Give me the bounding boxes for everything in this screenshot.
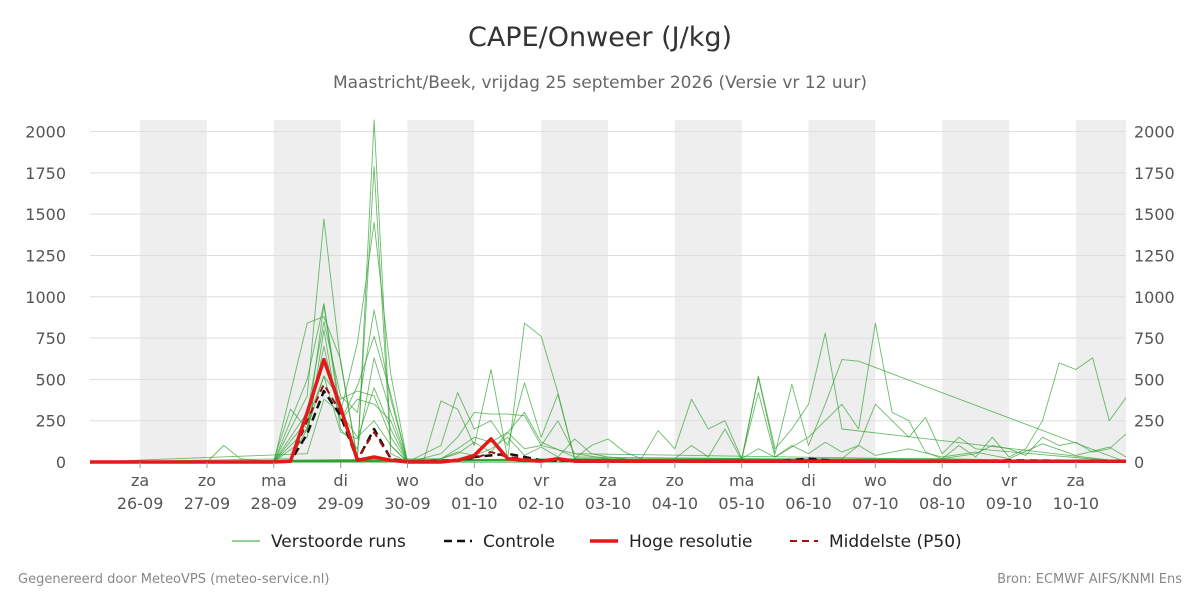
y-tick-left-2000: 2000 [25, 123, 66, 142]
chart-title: CAPE/Onweer (J/kg) [467, 22, 732, 53]
ensemble-run-14 [89, 322, 1127, 463]
ensemble-run-16 [89, 357, 1127, 463]
series-median [90, 383, 1127, 463]
y-tick-right-0: 0 [1134, 453, 1144, 472]
x-tick-day-0: za [131, 471, 149, 490]
series-hires [90, 357, 1126, 464]
y-tick-left-250: 250 [35, 412, 66, 431]
x-tick-date-6: 02-10 [518, 494, 565, 513]
x-tick-day-11: wo [864, 471, 887, 490]
x-axis-ticks: za 26-09 zo 27-09 ma 28-09 di 29-09 wo 30-09 do 01-… [117, 462, 1099, 513]
ensemble-run-10 [90, 411, 1127, 463]
ensemble-run-12 [89, 332, 1127, 463]
x-tick-date-1: 27-09 [184, 494, 231, 513]
shaded-day-1 [273, 120, 341, 462]
shaded-day-0 [140, 120, 207, 462]
x-tick-day-4: wo [396, 471, 419, 490]
x-tick-date-7: 03-10 [585, 494, 632, 513]
shaded-day-7 [1075, 120, 1126, 462]
x-tick-date-3: 29-09 [317, 494, 364, 513]
x-tick-day-9: ma [729, 471, 754, 490]
y-tick-left-750: 750 [35, 329, 66, 348]
y-tick-right-1250: 1250 [1134, 246, 1175, 265]
x-tick-date-13: 09-10 [986, 494, 1033, 513]
ensemble-run-15 [89, 403, 1127, 463]
legend-label-median: Middelste (P50) [829, 532, 962, 552]
ensemble-runs [89, 119, 1127, 463]
x-tick-day-3: di [333, 471, 348, 490]
y-tick-right-750: 750 [1134, 329, 1165, 348]
y-tick-left-1500: 1500 [25, 205, 66, 224]
x-tick-date-5: 01-10 [451, 494, 498, 513]
ensemble-run-17 [89, 433, 1127, 463]
x-tick-date-4: 30-09 [384, 494, 431, 513]
y-tick-left-0: 0 [56, 453, 66, 472]
x-tick-date-14: 10-10 [1053, 494, 1100, 513]
legend: Verstoorde runs Controle Hoge resolutie Mid… [232, 532, 962, 552]
y-tick-right-500: 500 [1134, 370, 1165, 389]
y-tick-right-2000: 2000 [1134, 123, 1175, 142]
x-tick-date-9: 05-10 [718, 494, 765, 513]
ensemble-run-2 [90, 221, 1126, 463]
main-series [90, 357, 1127, 464]
legend-label-hires: Hoge resolutie [629, 532, 753, 552]
y-tick-right-250: 250 [1134, 412, 1165, 431]
y-tick-right-1500: 1500 [1134, 205, 1175, 224]
shaded-day-4 [674, 120, 742, 462]
ensemble-run-13 [89, 359, 1127, 463]
ensemble-run-19 [89, 375, 1126, 463]
x-tick-day-6: vr [533, 471, 549, 490]
chart-subtitle: Maastricht/Beek, vrijdag 25 september 20… [332, 73, 867, 93]
ensemble-run-7 [90, 304, 1126, 463]
ensemble-run-1 [90, 165, 1126, 463]
day-shading [140, 120, 1126, 462]
footer-generated-by: Gegenereerd door MeteoVPS (meteo-service… [18, 572, 330, 587]
ensemble-run-22 [89, 441, 1127, 463]
x-tick-date-12: 08-10 [919, 494, 966, 513]
x-tick-date-10: 06-10 [785, 494, 832, 513]
y-tick-left-1750: 1750 [25, 164, 66, 183]
x-tick-day-13: vr [1001, 471, 1017, 490]
x-tick-date-0: 26-09 [117, 494, 164, 513]
shaded-day-3 [541, 120, 608, 462]
y-tick-left-1000: 1000 [25, 288, 66, 307]
x-tick-date-2: 28-09 [251, 494, 298, 513]
x-tick-date-11: 07-10 [852, 494, 899, 513]
x-tick-day-10: di [801, 471, 816, 490]
legend-label-control: Controle [483, 532, 555, 552]
y-tick-left-1250: 1250 [25, 246, 66, 265]
ensemble-run-21 [89, 436, 1127, 463]
ensemble-run-18 [89, 398, 1126, 463]
ensemble-run-9 [90, 382, 1127, 463]
y-tick-right-1750: 1750 [1134, 164, 1175, 183]
shaded-day-6 [942, 120, 1010, 462]
x-tick-day-2: ma [261, 471, 286, 490]
y-axis-ticks: 0 0 250 250 500 500 750 750 1000 1000 1250 1250 1500… [25, 123, 1174, 472]
x-tick-day-7: za [599, 471, 617, 490]
shaded-day-2 [407, 120, 475, 462]
x-tick-day-8: zo [666, 471, 684, 490]
y-tick-right-1000: 1000 [1134, 288, 1175, 307]
y-tick-left-500: 500 [35, 370, 66, 389]
shaded-day-5 [808, 120, 876, 462]
x-tick-day-12: do [932, 471, 952, 490]
legend-label-ensemble: Verstoorde runs [271, 532, 406, 552]
x-tick-date-8: 04-10 [652, 494, 699, 513]
x-tick-day-14: za [1067, 471, 1085, 490]
x-tick-day-1: zo [198, 471, 216, 490]
footer-source: Bron: ECMWF AIFS/KNMI Ens [997, 572, 1182, 587]
x-tick-day-5: do [464, 471, 484, 490]
